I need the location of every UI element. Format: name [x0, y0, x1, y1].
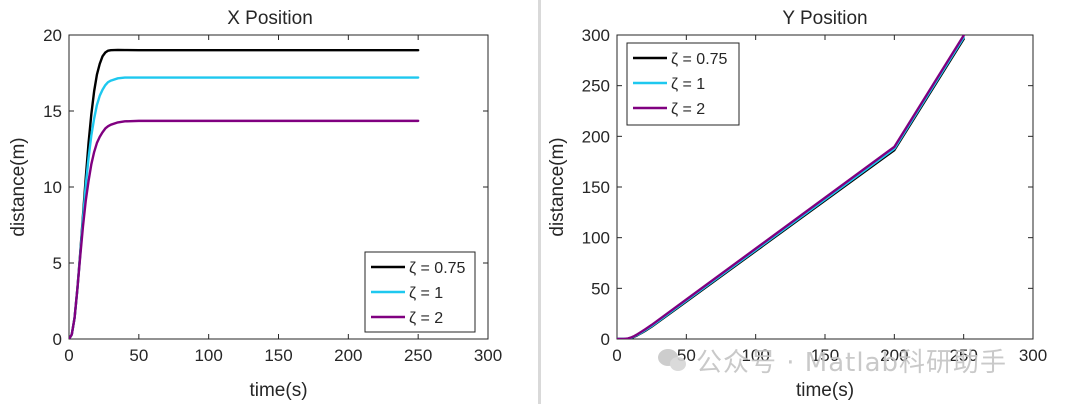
y-tick-label: 0 — [601, 330, 610, 349]
x-tick-label: 200 — [334, 346, 362, 365]
x-tick-label: 250 — [949, 346, 977, 365]
legend-entry: ζ = 1 — [409, 285, 443, 302]
legend: ζ = 0.75 ζ = 1 ζ = 2 — [626, 42, 740, 126]
watermark: 公众号 · Matlab科研助手 — [658, 340, 1007, 380]
y-axis-label: distance(m) — [547, 137, 568, 236]
x-tick-label: 200 — [880, 346, 908, 365]
y-tick-label: 150 — [582, 178, 610, 197]
y-tick-label: 20 — [43, 26, 62, 45]
chart-x-position: X Position 0 50 100 150 200 250 300 0 5 10 15 20 time… — [8, 8, 502, 401]
x-tick-label: 100 — [741, 346, 769, 365]
y-tick-label: 15 — [43, 102, 62, 121]
x-tick-label: 300 — [474, 346, 502, 365]
legend-entry: ζ = 0.75 — [671, 51, 728, 68]
wechat-icon — [658, 347, 688, 373]
series-group — [69, 48, 420, 339]
legend-entry: ζ = 0.75 — [409, 260, 466, 277]
y-tick-label: 5 — [53, 254, 62, 273]
y-tick-label: 300 — [582, 26, 610, 45]
x-axis-label: time(s) — [796, 380, 854, 401]
y-tick-label: 250 — [582, 77, 610, 96]
y-tick-label: 50 — [591, 279, 610, 298]
x-tick-label: 150 — [264, 346, 292, 365]
y-tick-label: 10 — [43, 178, 62, 197]
x-tick-label: 50 — [129, 346, 148, 365]
chart-title: Y Position — [782, 8, 867, 29]
y-tick-label: 200 — [582, 127, 610, 146]
x-axis-label: time(s) — [249, 380, 307, 401]
series-line-2 — [617, 35, 965, 339]
y-tick-label: 100 — [582, 229, 610, 248]
x-tick-label: 300 — [1019, 346, 1047, 365]
y-tick-label: 0 — [53, 330, 62, 349]
series-group — [617, 35, 965, 339]
legend: ζ = 0.75 ζ = 1 ζ = 2 — [364, 251, 476, 333]
series-line-2 — [69, 119, 420, 339]
watermark-text: 公众号 · Matlab科研助手 — [696, 347, 1008, 378]
x-tick-label: 0 — [612, 346, 621, 365]
chart-title: X Position — [227, 8, 313, 29]
y-axis-label: distance(m) — [8, 137, 29, 236]
legend-entry: ζ = 1 — [671, 76, 705, 93]
x-tick-label: 150 — [811, 346, 839, 365]
legend-entry: ζ = 2 — [671, 101, 705, 118]
legend-entry: ζ = 2 — [409, 310, 443, 327]
x-tick-label: 0 — [64, 346, 73, 365]
x-tick-label: 250 — [404, 346, 432, 365]
panel-divider — [538, 0, 541, 404]
x-tick-label: 100 — [194, 346, 222, 365]
